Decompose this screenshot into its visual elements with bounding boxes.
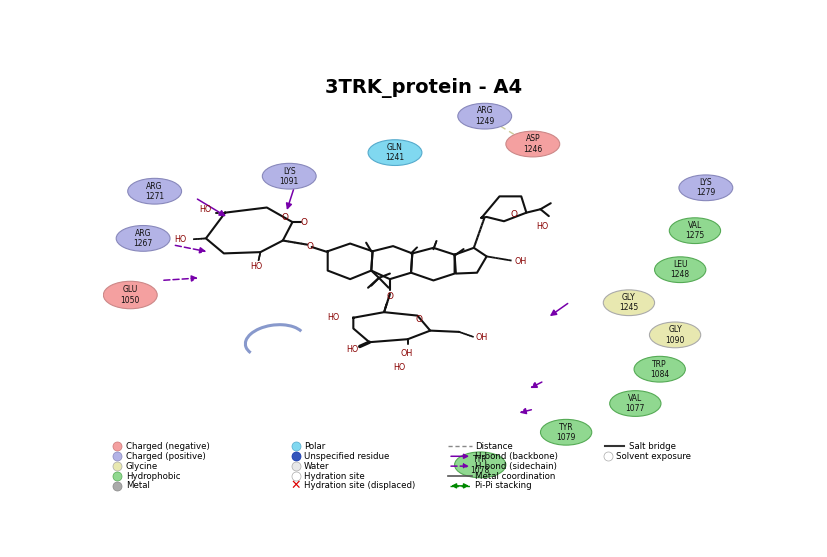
Text: Pi-Pi stacking: Pi-Pi stacking xyxy=(476,481,532,490)
Text: ASP
1246: ASP 1246 xyxy=(523,134,543,154)
Ellipse shape xyxy=(103,281,157,309)
Text: Hydration site: Hydration site xyxy=(304,472,365,481)
Ellipse shape xyxy=(634,356,686,382)
Ellipse shape xyxy=(603,290,655,316)
Ellipse shape xyxy=(127,178,182,204)
Text: OH: OH xyxy=(400,349,413,358)
Ellipse shape xyxy=(458,103,512,129)
Text: OH: OH xyxy=(515,257,527,266)
Ellipse shape xyxy=(649,322,700,348)
Text: LYS
1279: LYS 1279 xyxy=(696,178,715,198)
Text: ✕: ✕ xyxy=(290,480,301,492)
Text: LYS
1091: LYS 1091 xyxy=(280,167,299,186)
Ellipse shape xyxy=(116,226,170,251)
Text: O: O xyxy=(510,211,517,219)
Ellipse shape xyxy=(506,131,560,157)
Text: H-bond (sidechain): H-bond (sidechain) xyxy=(476,462,557,471)
Text: GLN
1241: GLN 1241 xyxy=(385,143,404,162)
Text: HO: HO xyxy=(394,363,405,372)
Text: Solvent exposure: Solvent exposure xyxy=(616,452,691,461)
Text: Hydrophobic: Hydrophobic xyxy=(126,472,180,481)
Ellipse shape xyxy=(655,257,706,282)
Text: O: O xyxy=(386,292,394,301)
Text: GLU
1050: GLU 1050 xyxy=(121,285,140,305)
Text: GLY
1245: GLY 1245 xyxy=(619,293,638,312)
Text: TYR
1078: TYR 1078 xyxy=(471,455,490,475)
Ellipse shape xyxy=(541,419,592,445)
Text: HO: HO xyxy=(250,262,262,271)
Text: Metal: Metal xyxy=(126,481,150,490)
Text: O: O xyxy=(415,315,423,324)
Ellipse shape xyxy=(609,390,661,417)
Text: Salt bridge: Salt bridge xyxy=(629,442,676,451)
Text: OH: OH xyxy=(475,334,487,343)
Ellipse shape xyxy=(262,163,316,189)
Text: H-bond (backbone): H-bond (backbone) xyxy=(476,452,558,461)
Text: Charged (positive): Charged (positive) xyxy=(126,452,206,461)
Ellipse shape xyxy=(679,175,733,201)
Text: ARG
1249: ARG 1249 xyxy=(475,106,495,126)
Ellipse shape xyxy=(368,140,422,165)
Text: LEU
1248: LEU 1248 xyxy=(671,260,690,280)
Text: VAL
1077: VAL 1077 xyxy=(626,394,645,413)
Text: O: O xyxy=(282,213,289,222)
Text: HO: HO xyxy=(174,234,187,244)
Text: ARG
1267: ARG 1267 xyxy=(133,229,153,248)
Text: ARG
1271: ARG 1271 xyxy=(145,182,165,201)
Text: Polar: Polar xyxy=(304,442,325,451)
Text: GLY
1090: GLY 1090 xyxy=(666,325,685,345)
Text: 3TRK_protein - A4: 3TRK_protein - A4 xyxy=(325,77,523,97)
Text: O: O xyxy=(306,242,313,251)
Text: Distance: Distance xyxy=(476,442,513,451)
Text: TRP
1084: TRP 1084 xyxy=(650,359,669,379)
Text: Unspecified residue: Unspecified residue xyxy=(304,452,390,461)
Ellipse shape xyxy=(669,218,720,243)
Text: Charged (negative): Charged (negative) xyxy=(126,442,209,451)
Text: Glycine: Glycine xyxy=(126,462,158,471)
Text: HO: HO xyxy=(198,205,211,214)
Ellipse shape xyxy=(455,452,506,478)
Text: HO: HO xyxy=(536,222,548,231)
Text: VAL
1275: VAL 1275 xyxy=(686,221,705,241)
Text: HO: HO xyxy=(327,313,339,323)
Text: Hydration site (displaced): Hydration site (displaced) xyxy=(304,481,415,490)
Text: TYR
1079: TYR 1079 xyxy=(557,423,576,442)
Text: HO: HO xyxy=(347,345,358,354)
Text: Water: Water xyxy=(304,462,329,471)
Text: O: O xyxy=(300,218,308,227)
Text: Metal coordination: Metal coordination xyxy=(476,472,556,481)
